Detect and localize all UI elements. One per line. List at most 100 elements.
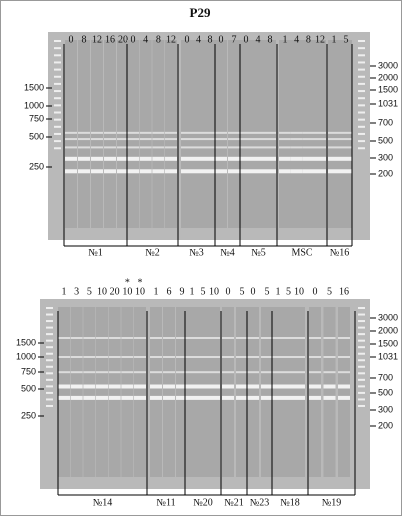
lane-label: 1 [283,34,288,45]
band [340,156,352,161]
band [197,356,209,358]
ladder-band [54,68,61,71]
band [338,356,350,358]
band [176,356,188,358]
ladder-band [358,333,365,336]
band [91,169,103,174]
ladder-label: 1500 [24,82,44,92]
ladder-label: 2000 [378,325,398,335]
band [104,156,116,161]
band [83,356,96,358]
band [91,146,103,149]
lane [121,307,134,477]
band [328,138,340,141]
band [340,138,352,141]
band [163,395,175,400]
band [328,169,340,174]
lane [150,307,162,477]
band [338,384,350,389]
band [282,384,295,389]
lane-label: 5 [286,286,291,297]
lane [314,40,326,228]
band [65,131,77,134]
ladder-band [54,61,61,64]
band [150,395,162,400]
band [152,146,165,149]
band [163,337,175,339]
band [150,384,162,389]
group-label: №4 [220,247,235,258]
band [197,371,209,374]
lane-label: 8 [208,34,213,45]
band [228,131,240,134]
lane-label: 5 [344,34,349,45]
band [338,337,350,339]
group-label: №3 [189,247,204,258]
band [104,169,116,174]
band [152,138,165,141]
ladder-label: 500 [29,131,44,141]
band [340,169,352,174]
band [309,371,321,374]
band [117,138,129,141]
group-label: №20 [193,497,213,508]
band [328,156,340,161]
band [117,156,129,161]
band [139,146,152,149]
band [134,395,146,400]
ladder-band [358,75,365,78]
lane [192,40,205,228]
lane [222,307,234,477]
ladder-label: 2000 [378,72,398,82]
ladder-band [358,54,365,57]
lane [96,307,108,477]
ladder-band [358,391,365,394]
lane [338,307,350,477]
band [240,169,252,174]
band [96,356,108,358]
band [204,131,216,134]
band [309,384,321,389]
ladder-band [358,82,365,85]
lane-label: 0 [226,286,231,297]
band [83,371,96,374]
ladder-band [358,398,365,401]
lane [290,40,303,228]
ladder-band [54,104,61,107]
group-label: №11 [156,497,175,508]
band [139,138,152,141]
band [323,356,336,358]
ladder-band [358,118,365,121]
band [236,337,248,339]
band [240,156,252,161]
band [290,138,303,141]
band [65,156,77,161]
band [282,356,295,358]
lane [309,307,321,477]
band [208,395,220,400]
lane-label: 6 [167,286,172,297]
band [181,131,193,134]
band [108,384,121,389]
lane-label: 0 [131,34,136,45]
band [134,384,146,389]
band [323,395,336,400]
band [91,131,103,134]
group-label: №1 [88,247,103,258]
band [181,146,193,149]
lane-label: 4 [256,34,261,45]
ladder-band [54,40,61,42]
ladder-label: 1500 [378,338,398,348]
band [204,169,216,174]
group-label: №19 [322,497,342,508]
band [186,371,198,374]
lane-label: 8 [156,34,161,45]
lane-label: 8 [268,34,273,45]
band [261,337,273,339]
band [65,146,77,149]
band [121,356,134,358]
band [236,384,248,389]
lane [117,40,129,228]
band [228,146,240,149]
band [121,384,134,389]
